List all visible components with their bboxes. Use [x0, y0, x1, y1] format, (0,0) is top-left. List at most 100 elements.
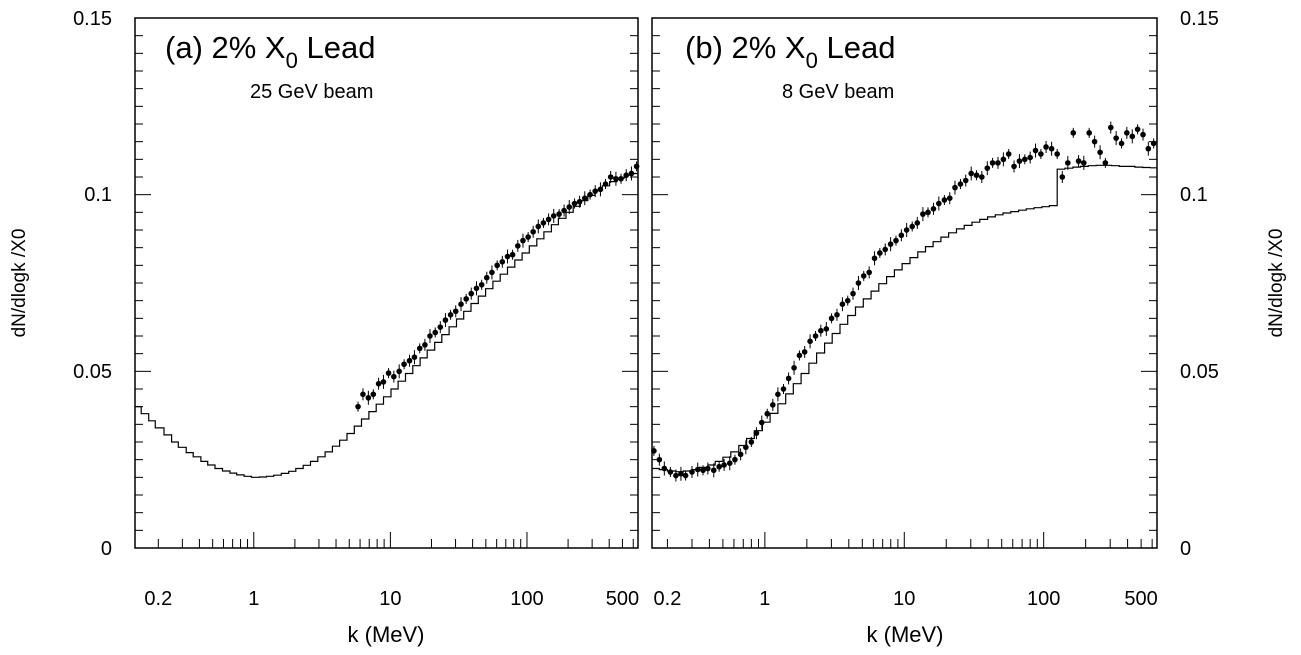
data-point: [914, 220, 921, 226]
data-point: [401, 361, 407, 368]
data-point: [618, 175, 624, 182]
data-point: [1134, 126, 1141, 133]
data-point: [726, 460, 733, 467]
left-y-tick-015: 0.15: [73, 8, 112, 30]
data-point: [823, 326, 830, 332]
data-point: [1086, 130, 1092, 136]
data-point: [545, 216, 552, 223]
data-point: [743, 444, 749, 451]
data-point: [515, 243, 521, 249]
data-point: [957, 181, 964, 187]
data-point: [710, 467, 717, 474]
data-point: [432, 329, 439, 336]
data-point: [689, 469, 695, 475]
data-point: [968, 170, 974, 177]
data-point: [1065, 160, 1071, 166]
data-point: [613, 175, 619, 182]
data-point: [468, 290, 475, 297]
data-point: [920, 211, 926, 217]
panel-b-xlabel: k (MeV): [867, 622, 944, 647]
data-point: [753, 430, 760, 436]
data-point: [1118, 140, 1125, 147]
panel-b: (b) 2% X0 Lead 8 GeV beam 0.2 1 10 100 500 k…: [651, 17, 1158, 647]
panel-a-title-text: (a) 2% X: [165, 30, 286, 65]
data-point: [561, 207, 567, 214]
data-point: [1107, 124, 1114, 131]
right-y-tick-005: 0.05: [1180, 361, 1219, 383]
data-point: [483, 274, 490, 281]
data-point: [860, 273, 867, 279]
right-y-tick-015: 0.15: [1180, 8, 1219, 30]
data-point: [775, 391, 781, 398]
data-point: [576, 198, 583, 205]
panel-a-x-tick-labels: 0.2 1 10 100 500: [144, 588, 639, 610]
panel-a: (a) 2% X0 Lead 25 GeV beam 0.2 1 10 100 500 …: [134, 17, 640, 647]
right-y-tick-01: 0.1: [1180, 184, 1208, 206]
data-point: [801, 349, 808, 355]
data-point: [807, 338, 813, 345]
data-point: [452, 308, 459, 315]
data-point: [758, 419, 765, 426]
data-point: [1113, 135, 1119, 141]
data-point: [416, 345, 423, 352]
panel-b-ticks: [652, 17, 1157, 549]
data-point: [1032, 147, 1039, 154]
data-point: [1005, 151, 1012, 157]
data-point: [656, 456, 663, 463]
data-point: [791, 365, 797, 371]
x-tick-label-a-1: 1: [248, 588, 259, 610]
right-y-axis-labels: 0 0.05 0.1 0.15 dN/dlogk /X0: [1180, 8, 1287, 560]
data-point: [525, 234, 531, 240]
data-point: [855, 280, 862, 286]
data-point: [1048, 145, 1055, 152]
x-tick-label-a-2: 10: [379, 588, 401, 610]
data-point: [442, 317, 449, 323]
data-point: [1091, 138, 1098, 145]
data-point: [850, 290, 856, 297]
data-point: [1054, 151, 1060, 157]
data-point: [623, 172, 630, 179]
data-point: [946, 195, 953, 201]
data-point: [930, 206, 937, 212]
data-point: [700, 467, 706, 474]
data-point: [818, 327, 824, 334]
data-point: [780, 386, 787, 392]
data-point: [556, 211, 562, 217]
x-tick-label-a-4: 500: [606, 588, 639, 610]
data-point: [979, 174, 985, 180]
panel-a-mc-histogram: [135, 172, 638, 478]
data-point: [694, 466, 701, 473]
right-y-axis-label: dN/dlogk /X0: [1266, 229, 1287, 338]
data-point: [566, 204, 573, 210]
data-point: [812, 333, 819, 339]
data-point: [602, 181, 609, 187]
data-point: [651, 448, 657, 454]
x-tick-label-b-3: 100: [1027, 588, 1060, 610]
panel-b-title: (b) 2% X0 Lead: [685, 30, 895, 73]
panel-a-title: (a) 2% X0 Lead: [165, 30, 375, 73]
data-point: [716, 463, 722, 470]
data-point: [1129, 133, 1136, 140]
data-point: [995, 160, 1001, 166]
data-point: [535, 223, 542, 230]
data-point: [1150, 140, 1157, 147]
data-point: [770, 402, 776, 408]
data-point: [355, 403, 361, 410]
x-tick-label-a-3: 100: [510, 588, 543, 610]
data-point: [530, 228, 536, 235]
panel-b-subtitle: 8 GeV beam: [782, 81, 894, 103]
data-point: [473, 285, 480, 292]
panel-a-subtitle: 25 GeV beam: [250, 81, 373, 103]
panel-b-title-text: (b) 2% X: [685, 30, 806, 65]
left-y-axis-labels: 0 0.05 0.1 0.15 dN/dlogk /X0: [9, 8, 112, 560]
data-point: [396, 368, 402, 375]
data-point: [1011, 163, 1017, 170]
data-point: [360, 391, 366, 398]
data-point: [871, 255, 878, 262]
data-point: [422, 342, 428, 348]
panel-a-frame: [134, 17, 639, 549]
data-point: [1043, 144, 1049, 150]
data-point: [973, 172, 980, 179]
data-point: [673, 472, 679, 479]
data-point: [887, 241, 894, 247]
